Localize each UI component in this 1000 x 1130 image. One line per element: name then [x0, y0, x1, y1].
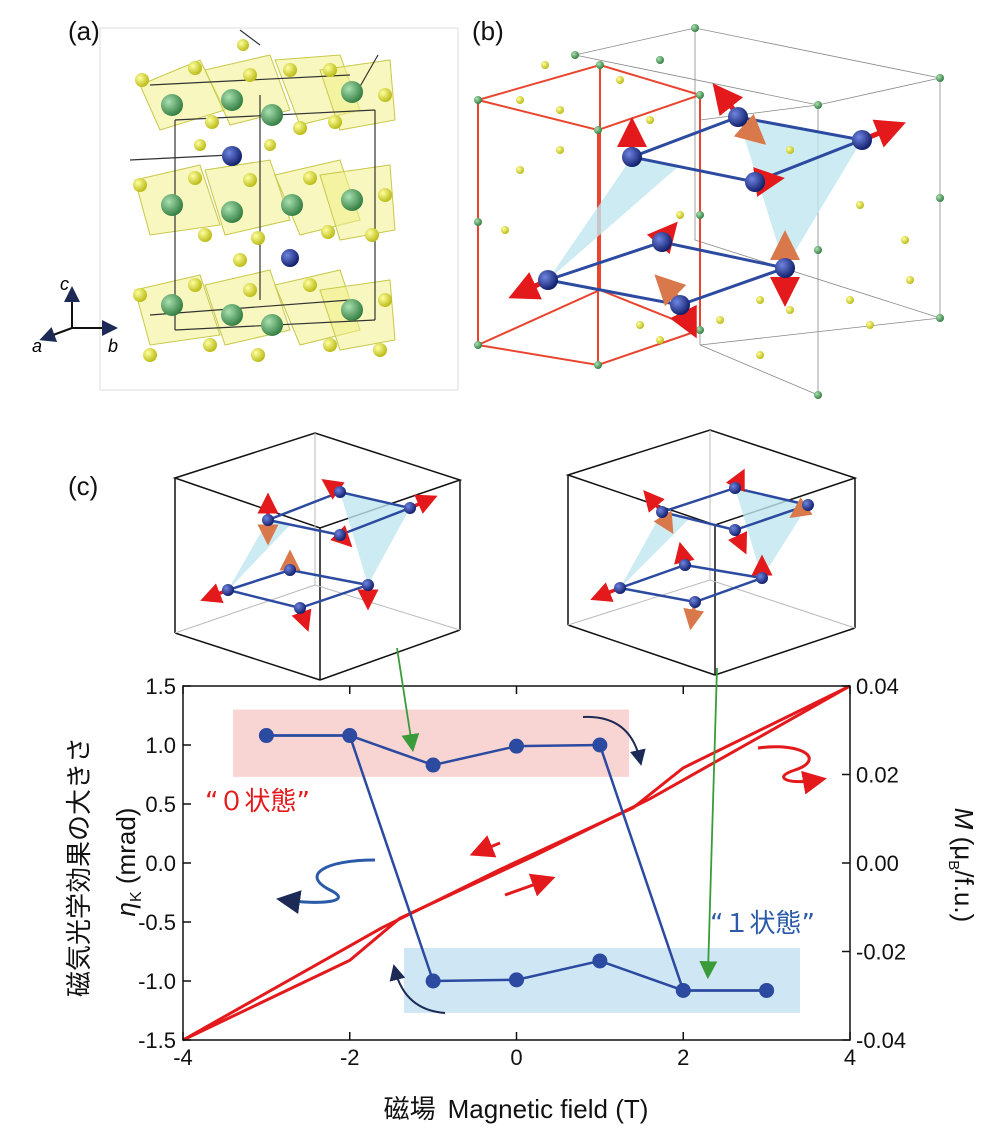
x-axis-label-ja: 磁場	[384, 1095, 436, 1125]
magnetization-curves	[182, 684, 851, 1042]
state1-pointer-arrow	[699, 667, 718, 980]
y-left-tick-label: 0.0	[145, 851, 176, 876]
curve-arrow-top	[582, 715, 646, 766]
panel-a-frame	[99, 27, 459, 391]
grey-unit-cells	[574, 27, 941, 396]
panel-b: (b)	[472, 16, 944, 399]
axis-b-label: b	[108, 336, 118, 356]
state0-structure	[172, 432, 463, 681]
y-left-tick-label: 1.0	[145, 733, 176, 758]
sweep-up-arrow	[504, 873, 556, 897]
x-tick-label: -4	[173, 1045, 193, 1070]
axis-c-label: c	[60, 274, 69, 294]
state1-structure	[565, 429, 858, 676]
crystal-structure	[129, 29, 396, 362]
y-left-tick-label: 0.5	[145, 792, 176, 817]
y-right-tick-label: 0.02	[856, 763, 899, 788]
y-left-tick-label: 1.5	[145, 674, 176, 699]
kerr-point	[425, 757, 441, 773]
y-left-label-ja: 磁気光学効果の大きさ	[65, 737, 95, 997]
sweep-down-arrow	[469, 835, 501, 858]
y-right-unit-post: /f.u.)	[949, 870, 979, 922]
y-right-tick-label: 0.00	[856, 851, 899, 876]
panel-b-label: (b)	[472, 16, 504, 46]
triangles	[548, 117, 862, 280]
x-tick-label: 2	[677, 1045, 689, 1070]
kerr-point	[509, 738, 524, 754]
y-left-unit: (mrad)	[111, 808, 141, 892]
cell-corner-atoms	[474, 24, 944, 399]
magnetization-sweep-down	[182, 684, 851, 1042]
right-axis-indicator	[757, 745, 827, 795]
m-symbol: M	[949, 808, 979, 830]
x-tick-label: 4	[844, 1045, 856, 1070]
axis-a-label: a	[32, 336, 42, 356]
state0-pointer-arrow	[396, 647, 420, 753]
panel-a: (a)	[32, 16, 459, 391]
x-tick-label: -2	[340, 1045, 360, 1070]
kerr-series	[258, 728, 775, 998]
x-axis-label: 磁場 Magnetic field (T)	[384, 1094, 649, 1125]
sulfur-atoms	[501, 61, 914, 359]
state0-label: “０状態”	[205, 787, 310, 817]
y-right-unit-pre: (μ	[949, 829, 979, 860]
x-axis-label-en: Magnetic field (T)	[448, 1094, 649, 1124]
kerr-point	[342, 728, 358, 744]
mu-b-subscript: B	[945, 860, 962, 870]
kerr-point	[759, 982, 775, 998]
y-right-label: M (μB/f.u.)	[945, 808, 979, 923]
magnetic-ions	[538, 107, 872, 315]
magnetization-sweep-up	[182, 684, 851, 1042]
y-right-tick-label: 0.04	[856, 674, 899, 699]
y-right-tick-label: -0.02	[856, 940, 906, 965]
curve-arrow-bottom	[389, 964, 446, 1014]
y-left-tick-label: -1.5	[138, 1028, 176, 1053]
red-unit-cell	[474, 63, 704, 367]
ticks: -4 -2 0 2 4 -1.5 -1.0 -0.5 0.0 0.5 1.0 1.5 -0.04 -0.0…	[138, 674, 906, 1070]
y-left-label: ηK (mrad)	[111, 808, 145, 917]
y-left-tick-label: -0.5	[138, 910, 176, 935]
panel-c-label: (c)	[68, 471, 98, 501]
kerr-point	[675, 982, 691, 998]
kerr-point	[258, 728, 274, 744]
kerr-point	[592, 737, 608, 753]
hysteresis-chart: -4 -2 0 2 4 -1.5 -1.0 -0.5 0.0 0.5 1.0 1.5 -0.04 -0.0…	[65, 647, 979, 1125]
state1-label: “１状態”	[710, 909, 815, 939]
left-axis-indicator	[276, 858, 376, 914]
y-right-tick-label: -0.04	[856, 1028, 906, 1053]
eta-subscript: K	[128, 891, 145, 902]
y-left-tick-label: -1.0	[138, 969, 176, 994]
kerr-point	[509, 972, 524, 988]
eta-symbol: η	[111, 902, 141, 916]
kerr-point	[592, 953, 608, 969]
axis-triad: c a b	[32, 274, 118, 356]
panel-a-label: (a)	[68, 16, 100, 46]
panel-c: (c)	[65, 429, 979, 1125]
kerr-point	[425, 973, 441, 989]
x-tick-label: 0	[510, 1045, 522, 1070]
